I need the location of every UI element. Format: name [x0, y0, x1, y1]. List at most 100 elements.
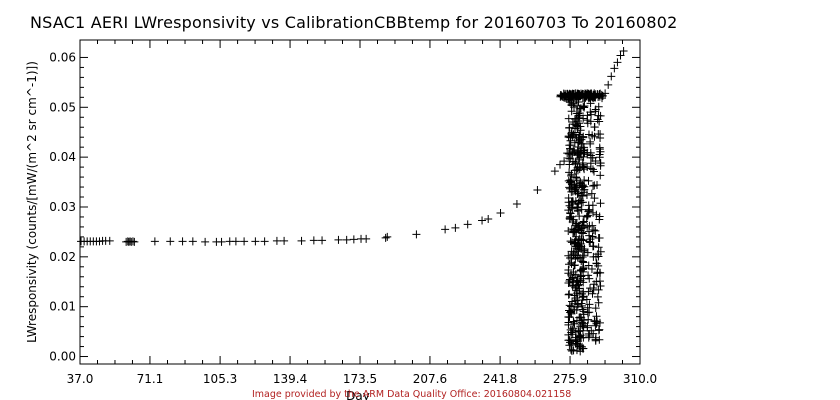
- data-point: [586, 139, 595, 148]
- data-point: [594, 243, 603, 252]
- data-point: [533, 186, 542, 195]
- x-tick-label: 275.9: [553, 372, 587, 386]
- data-point: [579, 114, 588, 123]
- data-point: [587, 110, 596, 119]
- data-point: [573, 253, 582, 262]
- data-point: [595, 117, 604, 126]
- data-point: [596, 247, 605, 256]
- plot-frame: [79, 39, 641, 365]
- data-point: [574, 138, 583, 147]
- data-point: [566, 144, 575, 153]
- data-point: [580, 103, 589, 112]
- data-point: [150, 237, 159, 246]
- data-point: [619, 46, 628, 55]
- data-point: [571, 251, 580, 260]
- data-point: [576, 347, 585, 356]
- data-point: [566, 338, 575, 347]
- data-point: [566, 90, 575, 99]
- data-point: [574, 199, 583, 208]
- data-point: [567, 309, 576, 318]
- data-point: [596, 89, 605, 98]
- data-point: [569, 215, 578, 224]
- data-point: [564, 154, 573, 163]
- data-point: [568, 149, 577, 158]
- data-point: [576, 122, 585, 131]
- data-point: [564, 114, 573, 123]
- data-point: [592, 277, 601, 286]
- data-point: [569, 145, 578, 154]
- y-tick-label: 0.04: [49, 150, 76, 164]
- data-point: [564, 336, 573, 345]
- data-point: [584, 287, 593, 296]
- data-point: [573, 150, 582, 159]
- data-point: [582, 295, 591, 304]
- x-axis-label: Day: [346, 389, 370, 400]
- data-point: [569, 120, 578, 129]
- data-point: [558, 92, 567, 101]
- data-point: [594, 233, 603, 242]
- data-point: [383, 232, 392, 241]
- data-point: [564, 194, 573, 203]
- data-point: [217, 237, 226, 246]
- data-point: [591, 156, 600, 165]
- data-point: [272, 236, 281, 245]
- data-point: [607, 72, 616, 81]
- data-point: [280, 236, 289, 245]
- data-point: [583, 211, 592, 220]
- data-point: [579, 132, 588, 141]
- data-point: [592, 210, 601, 219]
- data-point: [178, 237, 187, 246]
- data-point: [594, 111, 603, 120]
- data-point: [579, 236, 588, 245]
- data-point: [573, 183, 582, 192]
- data-point: [584, 227, 593, 236]
- data-point: [584, 206, 593, 215]
- data-point: [594, 102, 603, 111]
- data-point: [588, 165, 597, 174]
- data-point: [556, 160, 564, 169]
- data-point: [575, 334, 584, 343]
- data-point: [584, 130, 593, 139]
- data-point: [565, 184, 574, 193]
- data-point: [591, 304, 600, 313]
- data-point: [594, 285, 603, 294]
- data-point: [484, 214, 493, 223]
- x-tick-label: 241.8: [483, 372, 517, 386]
- data-point: [573, 276, 582, 285]
- data-point: [584, 271, 593, 280]
- data-point: [570, 261, 579, 270]
- data-point: [616, 51, 625, 60]
- data-point: [571, 157, 580, 166]
- data-point: [564, 318, 573, 327]
- data-point: [569, 305, 578, 314]
- data-point: [570, 115, 579, 124]
- data-point: [575, 234, 584, 243]
- data-point: [381, 233, 390, 242]
- data-point: [567, 107, 576, 116]
- data-point: [566, 154, 575, 163]
- data-point: [585, 237, 594, 246]
- data-point: [564, 226, 573, 235]
- data-point: [574, 246, 583, 255]
- data-point: [584, 315, 593, 324]
- data-point: [596, 171, 605, 180]
- data-point: [596, 282, 605, 291]
- x-tick-label: 173.5: [343, 372, 377, 386]
- data-point: [593, 292, 602, 301]
- x-axis: 37.0 71.1 105.3 139.4 173.5 207.6 241.8 275.9 31…: [67, 40, 657, 386]
- data-point: [571, 187, 580, 196]
- x-tick-label: 310.0: [623, 372, 657, 386]
- data-point: [583, 111, 592, 120]
- data-point: [577, 205, 586, 214]
- data-point: [573, 296, 582, 305]
- data-point: [589, 252, 598, 261]
- data-point: [564, 266, 573, 275]
- data-point: [579, 198, 588, 207]
- data-point: [577, 318, 586, 327]
- data-point: [577, 235, 586, 244]
- data-point: [583, 323, 592, 332]
- data-point: [588, 93, 597, 102]
- data-point: [578, 319, 587, 328]
- data-point: [318, 236, 327, 245]
- data-point: [130, 237, 139, 246]
